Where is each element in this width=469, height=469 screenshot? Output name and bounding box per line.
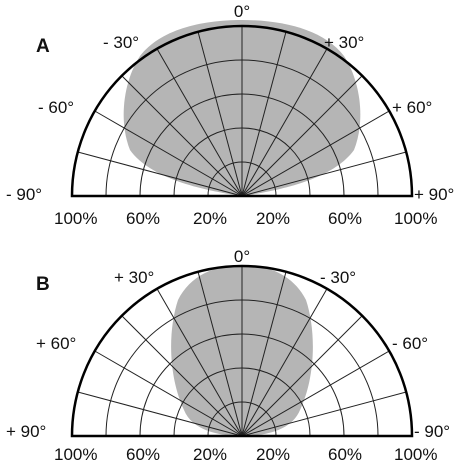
panel-b-grid-spoke	[241, 288, 328, 437]
panel-b-radial-label: 60%	[328, 445, 362, 464]
panel-b-grid-spoke	[241, 315, 363, 437]
panel-b-angle-left-60: + 60°	[36, 334, 76, 353]
panel-a-radial-label: 20%	[193, 209, 227, 228]
panel-b-grid-spoke	[241, 350, 390, 437]
panel-a-grid-spoke	[121, 75, 243, 197]
panel-a-outer-boundary	[70, 24, 414, 198]
panel-a-radial-label: 100%	[54, 209, 97, 228]
panel-a-radial-label: 60%	[126, 209, 160, 228]
panel-b-angle-right-60: - 60°	[392, 334, 428, 353]
panel-a-grid-spoke	[197, 31, 243, 197]
panel-a-angle-right-90: + 90°	[414, 185, 454, 204]
panel-b-grid-spoke	[197, 271, 243, 437]
panel-b-radial-label: 100%	[54, 445, 97, 464]
panel-a-grid-spoke	[241, 31, 287, 197]
panel-b-outer-boundary	[70, 264, 414, 438]
panel-b-angle-right-30: - 30°	[320, 268, 356, 287]
panel-b: B 0° + 30° - 30° + 60° - 60° + 90° - 90°…	[6, 247, 450, 464]
panel-a-grid-spoke	[241, 75, 363, 197]
panel-b-angle-0: 0°	[234, 247, 250, 266]
panel-a-angle-left-60: - 60°	[38, 98, 74, 117]
panel-b-angle-left-30: + 30°	[114, 268, 154, 287]
panel-a-angle-left-90: - 90°	[6, 185, 42, 204]
panel-a-grid-spoke	[156, 48, 243, 197]
panel-a-grid-spoke	[241, 48, 328, 197]
panel-a-label: A	[36, 36, 50, 57]
panel-a-radial-label: 60%	[328, 209, 362, 228]
panel-a-radial-label: 100%	[394, 209, 437, 228]
panel-a-angle-right-60: + 60°	[392, 98, 432, 117]
panel-b-radial-scale: 100% 60% 20% 20% 60% 100%	[54, 445, 437, 464]
panel-b-label: B	[36, 274, 50, 295]
panel-a-radial-scale: 100% 60% 20% 20% 60% 100%	[54, 209, 437, 228]
panel-b-grid-spoke	[121, 315, 243, 437]
panel-b-grid-spoke	[77, 391, 243, 437]
panel-b-polar-grid	[72, 266, 412, 437]
panel-a-grid-spoke	[241, 110, 390, 197]
panel-b-radial-label: 100%	[394, 445, 437, 464]
panel-a: A 0° - 30° + 30° - 60° + 60° - 90° + 90°…	[6, 2, 454, 228]
panel-a-grid-spoke	[77, 151, 243, 197]
panel-b-radial-label: 20%	[256, 445, 290, 464]
panel-b-radial-label: 60%	[126, 445, 160, 464]
panel-b-angle-right-90: - 90°	[414, 422, 450, 441]
panel-a-grid-spoke	[94, 110, 243, 197]
panel-b-radial-label: 20%	[193, 445, 227, 464]
panel-a-polar-grid	[72, 26, 412, 197]
panel-b-grid-spoke	[94, 350, 243, 437]
panel-b-grid-spoke	[241, 391, 407, 437]
panel-a-grid-spoke	[241, 151, 407, 197]
panel-a-angle-left-30: - 30°	[103, 33, 139, 52]
panel-a-angle-right-30: + 30°	[324, 33, 364, 52]
panel-b-grid-spoke	[241, 271, 287, 437]
panel-b-grid-spoke	[156, 288, 243, 437]
panel-a-angle-0: 0°	[234, 2, 250, 21]
panel-b-angle-left-90: + 90°	[6, 422, 46, 441]
panel-a-radial-label: 20%	[256, 209, 290, 228]
